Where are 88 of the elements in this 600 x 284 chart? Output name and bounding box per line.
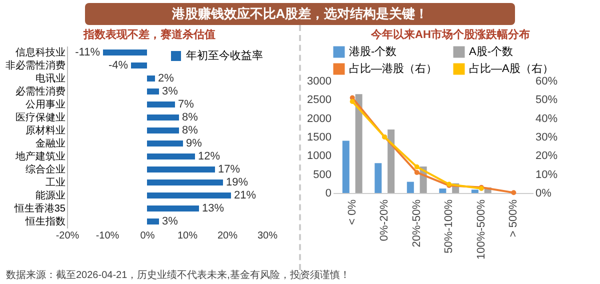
y-tick-label: 恒生香港35 [13,202,66,214]
y-tick-label: 必需性消费 [16,86,66,98]
y-tick-label: 1000 [307,150,332,162]
y-tick-label: 2500 [307,94,332,106]
x-tick-label: 10% [177,230,198,242]
chart-subtitle: 指数表现不差，赛道杀估值 [82,28,216,41]
bar [406,182,414,193]
x-tick-label: 100%-500% [475,199,488,260]
data-label: -4% [108,60,128,72]
y-tick-label: 地产建筑业 [14,150,66,162]
bar [471,190,478,193]
chart-title: 今年以来AH市场个股涨跌幅分布 [370,28,531,41]
x-tick-label: 0%-20% [378,199,391,242]
x-tick-label: < 0% [346,199,358,225]
bar [147,128,179,134]
legend-label: 占比—A股（右） [469,62,554,75]
data-label: 17% [218,164,240,176]
x-tick-label: 0% [140,230,155,242]
bar [374,163,382,193]
x-tick-label: -10% [96,230,120,242]
y-tick-label: 工业 [46,176,66,188]
y-tick-label: 0 [325,188,332,200]
y-tick-label: 原材料业 [26,124,66,136]
y-tick-label: 公用事业 [26,98,66,110]
data-label: 12% [198,150,220,162]
bar [342,140,350,193]
legend-label: 占比—港股（右） [349,62,437,75]
data-label: -11% [75,46,100,58]
y-tick-label: 能源业 [36,190,66,202]
legend-label: A股-个数 [469,46,513,58]
x-tick-label: 30% [257,230,278,242]
x-tick-label: -20% [56,230,80,242]
legend-label: 港股-个数 [349,45,397,58]
point [414,170,420,175]
legend-label: 年初至今收益率 [186,49,263,62]
y-tick-label: 恒生指数 [24,216,66,228]
data-label: 3% [162,216,178,228]
y-tick-label: 非必需性消费 [6,60,66,72]
y2-tick-label: 40% [536,112,558,125]
bar [439,188,446,193]
y-tick-label: 金融业 [36,138,66,150]
y-tick-label: 综合企业 [26,164,66,176]
data-label: 8% [182,124,198,136]
data-label: 2% [158,72,174,84]
text: 港股赚钱效应不比A股差，选对结构是关键！ [85,3,515,25]
data-label: 3% [162,86,178,98]
bar [147,192,231,198]
y-tick-label: 医疗保健业 [16,112,66,124]
y2-tick-label: 10% [536,168,558,181]
x-tick-label: 20% [217,230,238,242]
point [511,190,516,196]
x-tick-label: > 500% [508,199,520,238]
bar [147,206,199,212]
data-label: 8% [182,112,198,124]
y-tick-label: 3000 [307,76,332,88]
bar [147,76,155,82]
y-tick-label: 1500 [307,132,332,144]
data-label: 9% [186,138,202,150]
bar [103,50,147,56]
bar [147,88,159,94]
bar [131,62,147,68]
bar [147,102,175,108]
y-tick-label: 2000 [307,112,332,125]
bar [147,166,215,172]
data-label: 19% [226,176,248,188]
data-label: 21% [234,190,256,202]
bar [147,154,195,160]
y2-tick-label: 50% [536,94,558,106]
point [414,164,420,170]
y-tick-label: 电讯业 [36,72,66,84]
point [350,99,355,104]
bar [388,130,395,193]
y-tick-label: 信息科技业 [16,46,66,58]
source-note: 数据来源：截至2026-04-21，历史业绩不代表未来,基金有风险，投资须谨慎！ [6,268,350,282]
bar [147,114,179,120]
y2-tick-label: 20% [536,150,558,162]
y2-tick-label: 60% [536,76,558,88]
y2-tick-label: 30% [536,132,558,144]
bar [147,218,159,224]
x-tick-label: 20%-50% [410,199,423,248]
data-label: 13% [202,202,224,214]
bar [147,180,223,186]
data-label: 7% [178,98,194,110]
y2-tick-label: 0% [536,188,552,200]
x-tick-label: 50%-100% [443,199,456,254]
y-tick-label: 500 [313,168,332,181]
bar [147,140,183,146]
bar [355,94,362,193]
